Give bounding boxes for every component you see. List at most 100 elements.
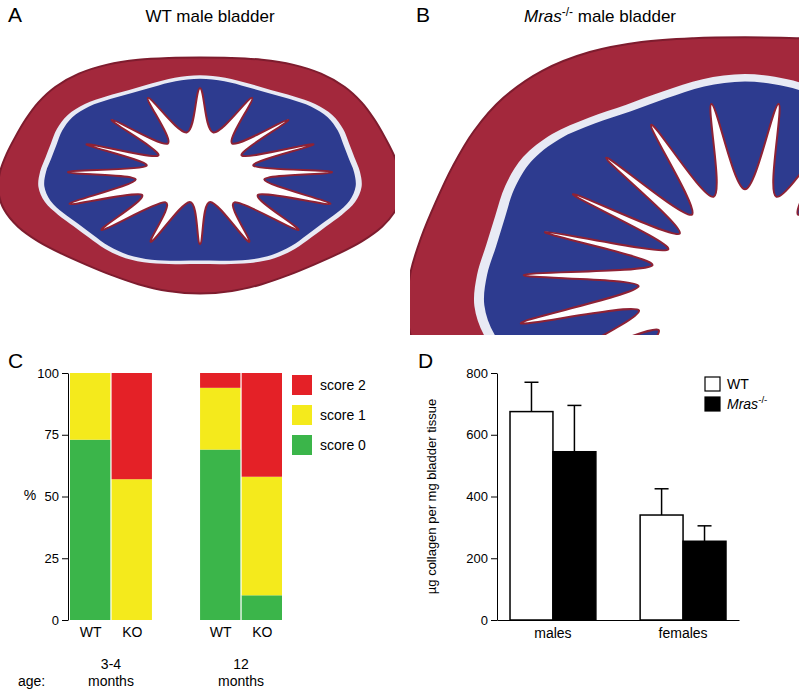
bar-segment xyxy=(200,450,240,620)
y-tick-label: 0 xyxy=(481,613,488,628)
x-tick-label: WT xyxy=(210,624,232,640)
y-tick: 75 xyxy=(45,427,68,442)
y-tick-mark xyxy=(62,373,68,374)
y-tick: 0 xyxy=(52,613,68,628)
y-tick: 200 xyxy=(466,551,497,566)
x-tick: KO xyxy=(122,624,142,640)
bar-segment xyxy=(200,388,240,450)
y-tick: 100 xyxy=(37,366,68,381)
panel-letter: D xyxy=(418,349,433,372)
y-tick-mark xyxy=(62,620,68,621)
lumen xyxy=(521,104,799,335)
bar xyxy=(553,452,596,620)
legend-label: score 2 xyxy=(320,377,366,393)
x-tick-label: KO xyxy=(122,624,142,640)
bar-segment xyxy=(200,373,240,388)
y-tick-label: 800 xyxy=(466,366,488,381)
y-tick: 25 xyxy=(45,551,68,566)
y-tick: 600 xyxy=(466,427,497,442)
x-tick-label: males xyxy=(534,625,571,641)
muscle-wall xyxy=(0,58,395,294)
y-tick-mark xyxy=(62,558,68,559)
panel-letter: B xyxy=(416,3,430,26)
y-axis: 0 200 400 600 800 xyxy=(466,366,497,628)
legend-swatch xyxy=(292,435,312,455)
bar xyxy=(510,412,553,620)
group-line: 3-4 xyxy=(101,656,121,672)
chart-panel: C0255075100WTKOWTKO3-4months12monthsage:… xyxy=(8,349,366,689)
histology-image xyxy=(410,37,799,335)
y-tick: 800 xyxy=(466,366,497,381)
legend-swatch xyxy=(292,405,312,425)
x-group-label: 12months xyxy=(218,656,264,689)
group-line: months xyxy=(218,673,264,689)
legend: score 2score 1score 0 xyxy=(292,375,366,455)
bar-segment xyxy=(242,595,282,620)
bar-segment xyxy=(112,479,152,620)
text-rest: male bladder xyxy=(573,7,676,26)
gene-name: Mras xyxy=(524,7,562,26)
bar-segment xyxy=(112,373,152,479)
y-axis: 0 25 50 75 100 xyxy=(37,366,68,628)
group-line: 12 xyxy=(233,656,249,672)
error-bar xyxy=(574,405,576,451)
histology-image xyxy=(0,58,395,294)
y-tick: 0 xyxy=(481,613,497,628)
x-tick: WT xyxy=(210,624,232,640)
x-group-label: 3-4months xyxy=(88,656,134,689)
y-tick: 400 xyxy=(466,489,497,504)
bar-segment xyxy=(242,373,282,477)
y-tick-mark xyxy=(62,435,68,436)
y-tick-label: 200 xyxy=(466,551,488,566)
y-tick-label: 400 xyxy=(466,489,488,504)
y-axis-title: % xyxy=(24,487,36,503)
bar xyxy=(640,515,683,620)
figure: AWT male bladderBMras-/- male bladderC02… xyxy=(0,0,799,697)
gene-name: Mras xyxy=(727,396,758,412)
image-panel: A WT male bladder xyxy=(0,3,402,294)
y-tick-label: 75 xyxy=(45,427,59,442)
legend-swatch xyxy=(705,377,720,391)
error-bar xyxy=(704,526,706,541)
y-tick-label: 0 xyxy=(52,613,59,628)
x-axis-line xyxy=(498,620,740,621)
error-cap xyxy=(524,382,538,384)
error-cap xyxy=(655,488,669,490)
lumen xyxy=(68,88,332,244)
y-axis-title: µg collagen per mg bladder tissue xyxy=(424,399,439,594)
error-bar xyxy=(531,382,533,411)
legend-swatch xyxy=(292,375,312,395)
panel-letter: A xyxy=(8,3,22,26)
bar-segment xyxy=(70,373,110,440)
panel-title: WT male bladder xyxy=(145,7,274,26)
genotype-sup: -/- xyxy=(758,394,767,405)
legend-label: score 1 xyxy=(320,407,366,423)
y-tick-label: 50 xyxy=(45,489,59,504)
bar-segment xyxy=(70,440,110,620)
x-group-title: age: xyxy=(18,673,45,689)
error-cap xyxy=(698,525,712,527)
bar-segment xyxy=(70,373,110,374)
error-bar xyxy=(661,489,663,515)
plot-area xyxy=(70,373,282,620)
bar xyxy=(683,541,726,620)
y-tick-mark xyxy=(62,497,68,498)
legend: WTMras-/- xyxy=(705,376,767,412)
image-panel: BMras-/- male bladder xyxy=(407,3,799,527)
mucosa xyxy=(484,81,799,335)
panel-title: Mras-/- male bladder xyxy=(524,5,676,26)
x-tick: WT xyxy=(80,624,102,640)
muscle-wall xyxy=(410,37,799,335)
y-tick-label: 100 xyxy=(37,366,59,381)
x-tick-label: WT xyxy=(80,624,102,640)
x-axis: malesfemales xyxy=(498,621,740,641)
error-cap xyxy=(567,405,581,407)
genotype-sup: -/- xyxy=(562,5,573,19)
chart-panel: D 0 200 400 600 800 malesfemales µg collagen pe… xyxy=(418,349,767,641)
x-tick: KO xyxy=(252,624,272,640)
group-line: months xyxy=(88,673,134,689)
panel-letter: C xyxy=(8,349,23,372)
y-axis-line xyxy=(68,374,69,621)
y-axis-line xyxy=(497,374,498,621)
legend-swatch xyxy=(705,397,720,411)
